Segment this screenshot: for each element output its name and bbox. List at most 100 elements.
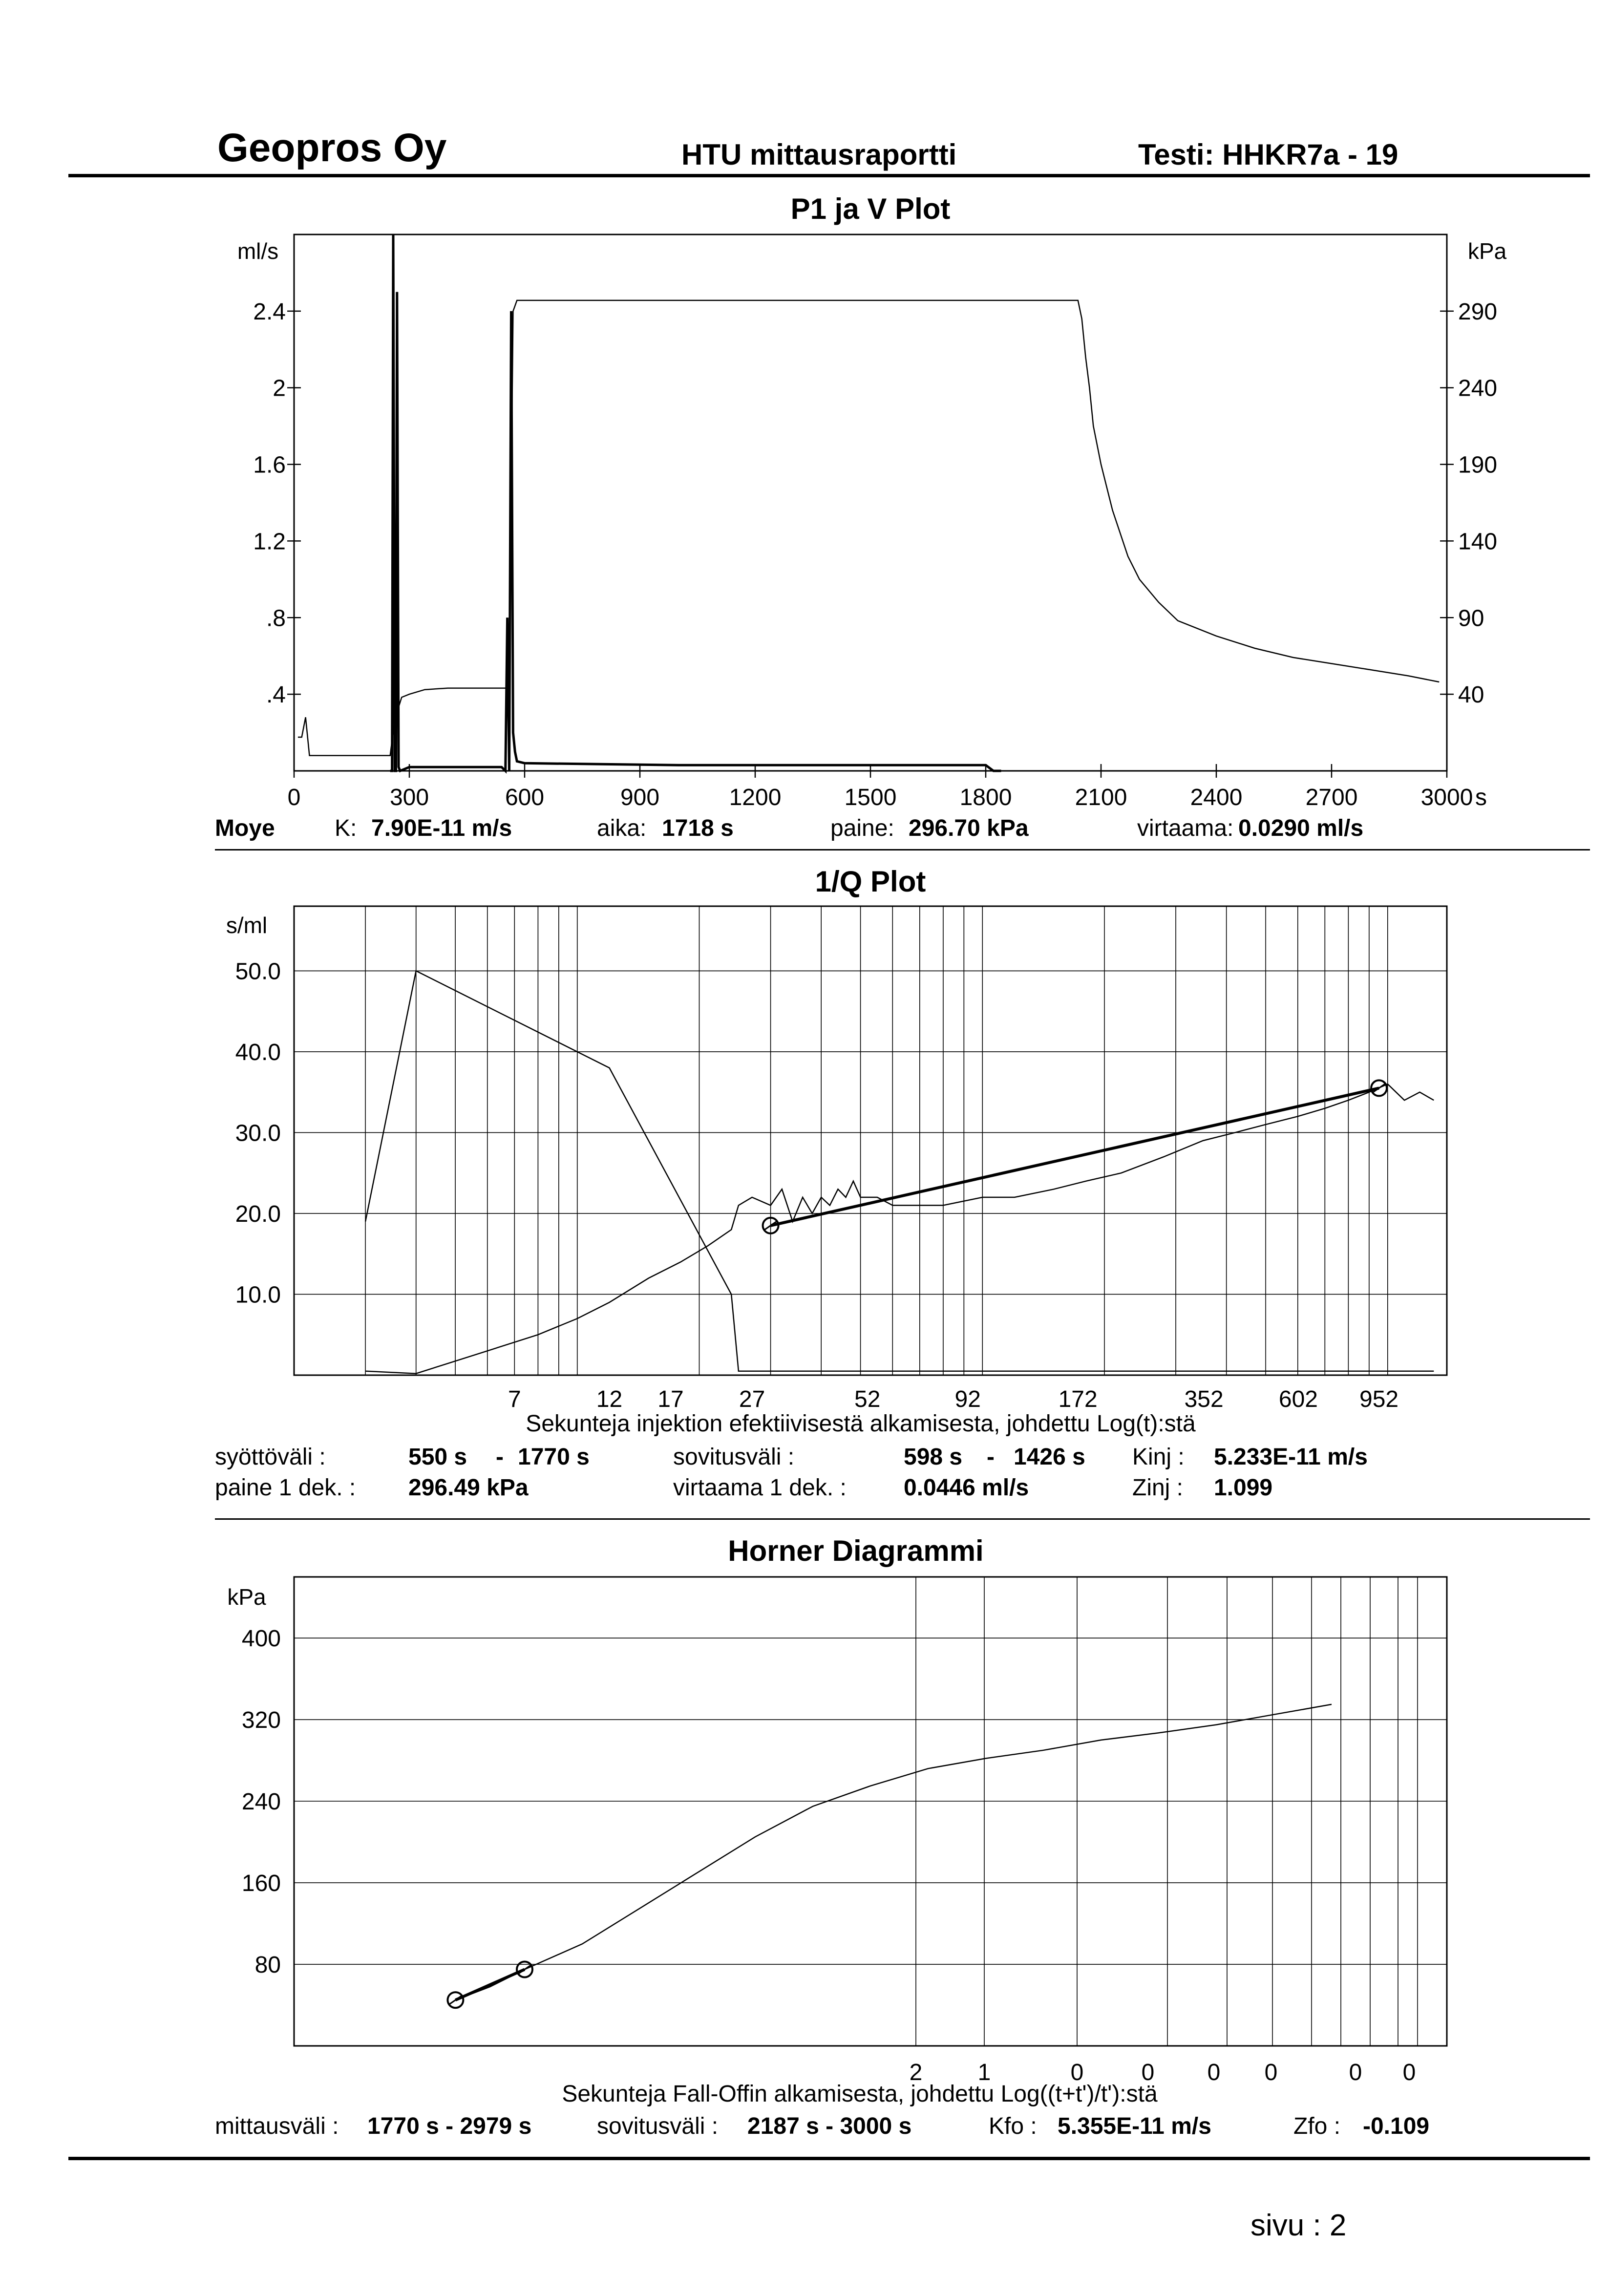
zfo-value: -0.109 xyxy=(1363,2113,1430,2139)
paine1dek-value: 296.49 kPa xyxy=(408,1475,529,1501)
chart3-fit-marker-slash xyxy=(448,1995,463,2005)
kinj-label: Kinj : xyxy=(1132,1444,1185,1470)
chart2-title: 1/Q Plot xyxy=(815,865,926,898)
company-name: Geopros Oy xyxy=(217,126,447,170)
chart3-xtick-label: 0 xyxy=(1208,2060,1221,2085)
chart2-fit-marker xyxy=(762,1216,780,1234)
chart3-ytick-label: 240 xyxy=(242,1789,281,1815)
chart2-fit-marker-slash xyxy=(1372,1083,1386,1093)
chart2-series-2 xyxy=(365,1083,1434,1374)
chart3-fit-marker-slash xyxy=(518,1964,531,1975)
syottovali-to: 1770 s xyxy=(518,1444,590,1470)
chart1-xtick-label: 600 xyxy=(505,785,544,810)
chart1-ytick-left-label: 1.6 xyxy=(253,452,286,478)
chart2-frame xyxy=(293,905,1448,1376)
chart2-series-1 xyxy=(364,970,1434,1372)
chart1-series-2 xyxy=(390,234,1001,774)
syottovali-sep: - xyxy=(496,1444,504,1470)
mittausvali-value: 1770 s - 2979 s xyxy=(367,2113,532,2139)
chart2-ylabel: s/ml xyxy=(226,913,267,938)
chart2-xlabel: Sekunteja injektion efektiivisestä alkam… xyxy=(526,1411,1196,1437)
chart3-xtick-label: 2 xyxy=(910,2060,923,2085)
chart2-xtick-label: 602 xyxy=(1279,1386,1318,1412)
chart3-title: Horner Diagrammi xyxy=(728,1534,983,1567)
chart1-xtick-label: 2700 xyxy=(1306,785,1358,810)
zfo-label: Zfo : xyxy=(1293,2113,1341,2139)
sovitusvali-to: 1426 s xyxy=(1014,1444,1085,1470)
syottovali-label: syöttöväli : xyxy=(215,1444,326,1470)
chart3-xtick-label: 0 xyxy=(1265,2060,1278,2085)
chart3-xtick-label: 0 xyxy=(1071,2060,1084,2085)
k-value: 7.90E-11 m/s xyxy=(371,815,512,841)
chart2-xtick-label: 7 xyxy=(508,1386,521,1412)
chart2-xtick-label: 172 xyxy=(1059,1386,1098,1412)
mittausvali-label: mittausväli : xyxy=(215,2113,339,2139)
report-title: HTU mittausraportti xyxy=(681,138,957,171)
chart1-xtick-label: 1500 xyxy=(845,785,897,810)
sovitusvali3-value: 2187 s - 3000 s xyxy=(747,2113,912,2139)
sovitusvali-from: 598 s xyxy=(904,1444,963,1470)
chart3-series-2 xyxy=(455,1968,526,2001)
chart2-ytick-label: 40.0 xyxy=(235,1040,281,1065)
paine-label: paine: xyxy=(830,815,894,841)
kinj-value: 5.233E-11 m/s xyxy=(1214,1444,1368,1470)
chart1-ytick-left-label: .8 xyxy=(266,605,286,631)
chart1-ytick-left-label: .4 xyxy=(266,682,286,708)
chart3-ytick-label: 160 xyxy=(242,1871,281,1896)
chart2-fit-marker-slash xyxy=(763,1220,778,1231)
chart1-xtick-label: 2100 xyxy=(1075,785,1127,810)
chart1-title: P1 ja V Plot xyxy=(791,192,951,225)
paine-value: 296.70 kPa xyxy=(909,815,1029,841)
chart3-fit-marker xyxy=(516,1960,533,1978)
aika-value: 1718 s xyxy=(662,815,734,841)
virtaama-value: 0.0290 ml/s xyxy=(1238,815,1364,841)
chart2-fit-marker xyxy=(1370,1079,1388,1097)
zinj-label: Zinj : xyxy=(1132,1475,1184,1501)
chart3-xtick-label: 0 xyxy=(1403,2060,1416,2085)
chart2-xtick-label: 92 xyxy=(955,1386,981,1412)
chart1-xtick-label: 1200 xyxy=(729,785,782,810)
sovitusvali3-label: sovitusväli : xyxy=(597,2113,719,2139)
section2-rule xyxy=(215,1518,1590,1520)
aika-label: aika: xyxy=(597,815,647,841)
chart2-ytick-label: 10.0 xyxy=(235,1282,281,1308)
chart2-xtick-label: 52 xyxy=(854,1386,880,1412)
chart1-xtick-label: 1800 xyxy=(960,785,1012,810)
chart1-ytick-right-label: 190 xyxy=(1458,452,1497,478)
chart3-frame xyxy=(293,1576,1448,2047)
paine1dek-label: paine 1 dek. : xyxy=(215,1475,356,1501)
chart1-ytick-left-label: 2 xyxy=(273,376,286,402)
chart2-xtick-label: 352 xyxy=(1185,1386,1224,1412)
chart3-xtick-label: 1 xyxy=(978,2060,991,2085)
chart2-xtick-label: 17 xyxy=(657,1386,683,1412)
p1-v-plot: P1 ja V Plot ml/s kPa 0 300 600 900 1200 1500 180… xyxy=(237,192,1507,810)
kfo-label: Kfo : xyxy=(989,2113,1037,2139)
section1-rule xyxy=(215,849,1590,850)
inverse-q-plot: 1/Q Plot 10.0 20.0 30.0 40.0 50.0 s/ml 7 12 17 27 5… xyxy=(226,865,1448,1437)
zinj-value: 1.099 xyxy=(1214,1475,1273,1501)
virtaama1dek-value: 0.0446 ml/s xyxy=(904,1475,1029,1501)
chart1-ytick-right-label: 240 xyxy=(1458,376,1497,402)
chart1-xtick-label: 900 xyxy=(620,785,659,810)
k-label: K: xyxy=(335,815,357,841)
header-rule xyxy=(68,174,1590,177)
chart1-xtick-label: 300 xyxy=(390,785,429,810)
chart2-ytick-label: 50.0 xyxy=(235,958,281,984)
chart1-xunit: s xyxy=(1475,785,1487,810)
chart2-series-3 xyxy=(770,1086,1379,1227)
chart2-xtick-label: 952 xyxy=(1359,1386,1398,1412)
syottovali-from: 550 s xyxy=(408,1444,467,1470)
chart1-ytick-right-label: 290 xyxy=(1458,299,1497,325)
chart1-ytick-left-label: 2.4 xyxy=(253,299,286,325)
chart1-xtick-label: 2400 xyxy=(1190,785,1243,810)
footer-rule xyxy=(68,2157,1590,2160)
chart1-xtick-label: 0 xyxy=(288,785,301,810)
chart1-ytick-right-label: 40 xyxy=(1458,682,1484,708)
sovitusvali-label: sovitusväli : xyxy=(673,1444,795,1470)
chart1-ytick-right-label: 90 xyxy=(1458,605,1484,631)
chart2-xtick-label: 12 xyxy=(596,1386,622,1412)
chart3-ytick-label: 320 xyxy=(242,1707,281,1733)
chart3-xlabel: Sekunteja Fall-Offin alkamisesta, johdet… xyxy=(562,2081,1158,2107)
chart2-xtick-label: 27 xyxy=(739,1386,765,1412)
station-label: Moye xyxy=(215,815,275,841)
